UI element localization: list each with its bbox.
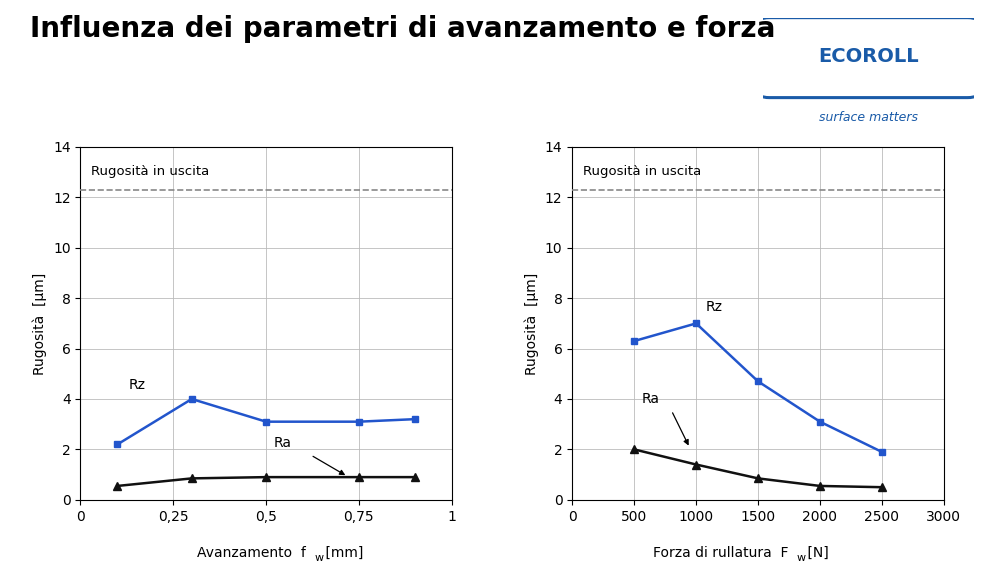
Text: Rugosità in uscita: Rugosità in uscita	[583, 165, 701, 178]
Text: Rz: Rz	[705, 300, 722, 314]
Text: Forza di rullatura  F: Forza di rullatura F	[652, 546, 787, 560]
Text: w: w	[795, 553, 804, 563]
Y-axis label: Rugosità  [μm]: Rugosità [μm]	[33, 272, 47, 375]
Text: Rz: Rz	[128, 378, 145, 392]
Text: Influenza dei parametri di avanzamento e forza: Influenza dei parametri di avanzamento e…	[30, 15, 774, 43]
Text: ECOROLL: ECOROLL	[817, 47, 918, 66]
FancyBboxPatch shape	[756, 18, 979, 98]
Text: surface matters: surface matters	[818, 111, 917, 124]
Text: Ra: Ra	[273, 436, 291, 450]
Y-axis label: Rugosità  [μm]: Rugosità [μm]	[525, 272, 539, 375]
Text: Avanzamento  f: Avanzamento f	[197, 546, 305, 560]
Text: Rugosità in uscita: Rugosità in uscita	[91, 165, 210, 178]
Text: [mm]: [mm]	[321, 546, 363, 560]
Text: w: w	[314, 553, 323, 563]
Text: Ra: Ra	[641, 392, 659, 406]
Text: [N]: [N]	[802, 546, 828, 560]
